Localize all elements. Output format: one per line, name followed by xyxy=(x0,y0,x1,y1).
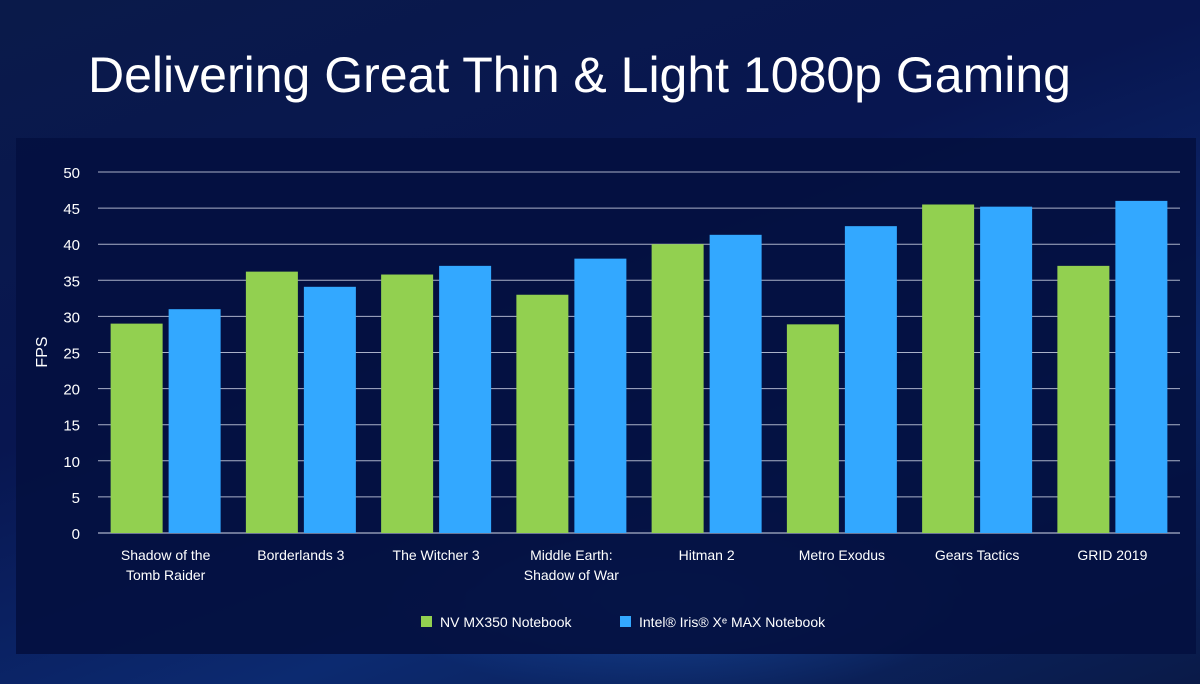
legend-label-intel: Intel® Iris® Xᵉ MAX Notebook xyxy=(639,614,826,630)
x-category-label: Borderlands 3 xyxy=(257,547,344,563)
y-axis-label: FPS xyxy=(34,336,51,367)
x-category-label: Middle Earth: Shadow of War xyxy=(524,547,620,583)
bar-nv-mx350 xyxy=(1057,265,1110,533)
bar-nv-mx350 xyxy=(110,323,163,533)
y-tick-label: 50 xyxy=(63,165,80,182)
bar-intel-iris-xe-max xyxy=(709,234,762,533)
x-category-label: GRID 2019 xyxy=(1077,547,1147,563)
bar-intel-iris-xe-max xyxy=(439,265,492,533)
y-tick-label: 40 xyxy=(63,237,80,254)
y-tick-label: 0 xyxy=(72,526,80,543)
bar-intel-iris-xe-max xyxy=(980,206,1033,533)
page-title: Delivering Great Thin & Light 1080p Gami… xyxy=(88,47,1071,103)
y-tick-label: 10 xyxy=(63,454,80,471)
bar-intel-iris-xe-max xyxy=(1115,200,1168,533)
bar-nv-mx350 xyxy=(786,324,839,533)
x-category-label: The Witcher 3 xyxy=(393,547,480,563)
legend-swatch-intel xyxy=(620,616,631,627)
legend-swatch-nv xyxy=(421,616,432,627)
y-tick-label: 30 xyxy=(63,309,80,326)
legend-label-nv: NV MX350 Notebook xyxy=(440,614,573,630)
bar-intel-iris-xe-max xyxy=(574,258,627,533)
bar-nv-mx350 xyxy=(381,274,434,533)
x-category-label: Shadow of the Tomb Raider xyxy=(121,547,211,583)
y-tick-label: 45 xyxy=(63,201,80,218)
bar-nv-mx350 xyxy=(245,271,298,533)
bar-intel-iris-xe-max xyxy=(168,309,221,533)
y-tick-label: 5 xyxy=(72,490,80,507)
bar-nv-mx350 xyxy=(516,294,569,533)
y-tick-label: 15 xyxy=(63,418,80,435)
y-tick-label: 25 xyxy=(63,346,80,363)
x-category-label: Hitman 2 xyxy=(679,547,735,563)
bar-intel-iris-xe-max xyxy=(303,286,356,533)
bar-intel-iris-xe-max xyxy=(844,226,897,533)
bar-nv-mx350 xyxy=(922,204,975,534)
x-category-label: Metro Exodus xyxy=(799,547,885,563)
y-tick-label: 35 xyxy=(63,273,80,290)
y-tick-label: 20 xyxy=(63,382,80,399)
x-category-label: Gears Tactics xyxy=(935,547,1020,563)
bar-nv-mx350 xyxy=(651,244,704,533)
